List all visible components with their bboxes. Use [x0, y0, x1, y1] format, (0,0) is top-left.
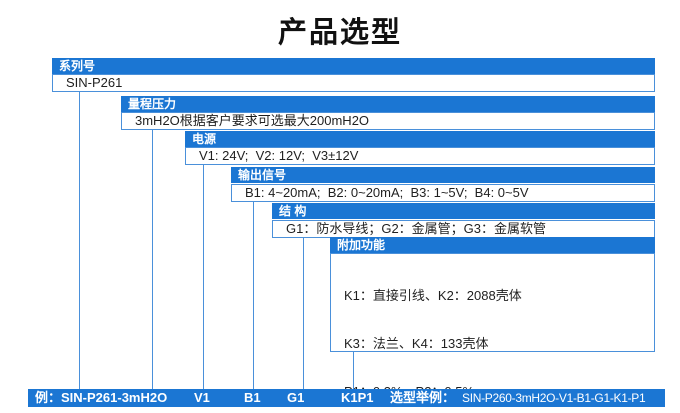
page-title: 产品选型: [277, 17, 402, 49]
level-value-output: B1: 4~20mA; B2: 0~20mA; B3: 1~5V; B4: 0~…: [231, 184, 655, 202]
level-header-output: 输出信号: [231, 167, 655, 183]
connector-line-power: [203, 164, 204, 389]
level-header-addons: 附加功能: [330, 237, 655, 253]
connector-line-structure: [303, 237, 304, 389]
connector-line-output: [253, 201, 254, 389]
level-header-power: 电源: [185, 131, 655, 147]
level-value-power: V1: 24V; V2: 12V; V3±12V: [185, 147, 655, 165]
level-value-range: 3mH2O根据客户要求可选最大200mH2O: [121, 112, 655, 130]
level-header-series: 系列号: [52, 58, 655, 74]
example-code-power: V1: [194, 390, 210, 405]
addon-option-line: K3：法兰、K4：133壳体: [344, 336, 489, 351]
example-bar: 例：SIN-P261-3mH2O V1 B1 G1 K1P1 选型举例： SIN…: [28, 389, 665, 407]
example-code-addons: K1P1: [341, 390, 374, 405]
connector-line-range: [152, 129, 153, 389]
example-code-output: B1: [244, 390, 261, 405]
level-header-range: 量程压力: [121, 96, 655, 112]
level-value-series: SIN-P261: [52, 74, 655, 92]
level-value-structure: G1：防水导线；G2：金属管；G3：金属软管: [272, 220, 655, 238]
example-full-model: SIN-P260-3mH2O-V1-B1-G1-K1-P1: [462, 391, 646, 405]
example-code-structure: G1: [287, 390, 305, 405]
level-header-structure: 结 构: [272, 203, 655, 219]
example-suffix-label: 选型举例：: [390, 390, 456, 405]
connector-line-series: [79, 91, 80, 389]
level-value-addons: K1：直接引线、K2：2088壳体 K3：法兰、K4：133壳体 P1：0.3%…: [330, 253, 655, 399]
example-prefix: 例：SIN-P261-3mH2O: [35, 390, 168, 405]
connector-line-addons: [353, 352, 354, 389]
addon-option-line: K1：直接引线、K2：2088壳体: [344, 288, 522, 303]
